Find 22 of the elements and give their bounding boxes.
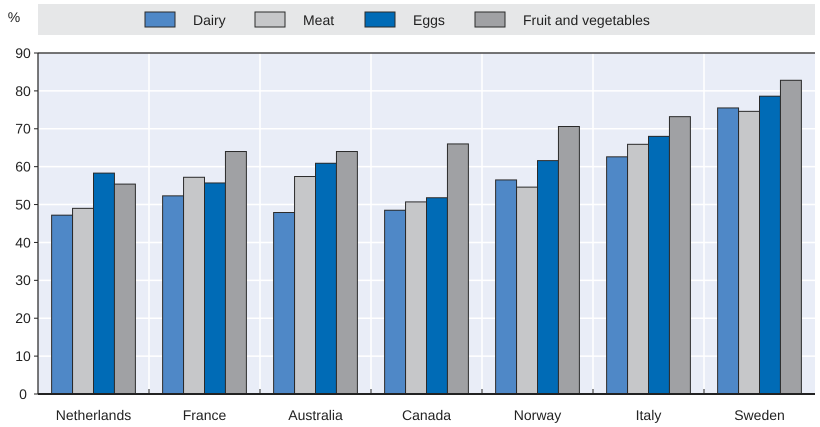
x-tick-label: Sweden bbox=[734, 407, 785, 423]
y-tick-label: 90 bbox=[15, 44, 31, 61]
legend-label: Meat bbox=[303, 12, 334, 28]
x-tick-label: Australia bbox=[288, 407, 343, 423]
legend-label: Fruit and vegetables bbox=[523, 12, 650, 28]
y-tick-label: 10 bbox=[15, 348, 31, 364]
x-tick-label: Norway bbox=[514, 407, 562, 423]
y-tick-label: 50 bbox=[15, 196, 31, 212]
y-tick-label: 20 bbox=[15, 310, 31, 326]
x-tick-label: France bbox=[182, 407, 226, 423]
y-tick-label: 40 bbox=[15, 234, 31, 250]
legend-label: Dairy bbox=[193, 12, 226, 28]
y-tick-label: 0 bbox=[19, 386, 28, 402]
y-tick-label: 30 bbox=[15, 272, 31, 288]
x-tick-label: Italy bbox=[636, 407, 662, 423]
y-tick-label: 80 bbox=[15, 82, 31, 99]
legend-label: Eggs bbox=[413, 12, 445, 28]
y-axis-title: % bbox=[8, 9, 20, 25]
x-tick-label: Netherlands bbox=[56, 407, 132, 423]
y-tick-label: 70 bbox=[15, 120, 31, 137]
x-tick-label: Canada bbox=[402, 407, 452, 423]
y-tick-label: 60 bbox=[15, 158, 31, 175]
